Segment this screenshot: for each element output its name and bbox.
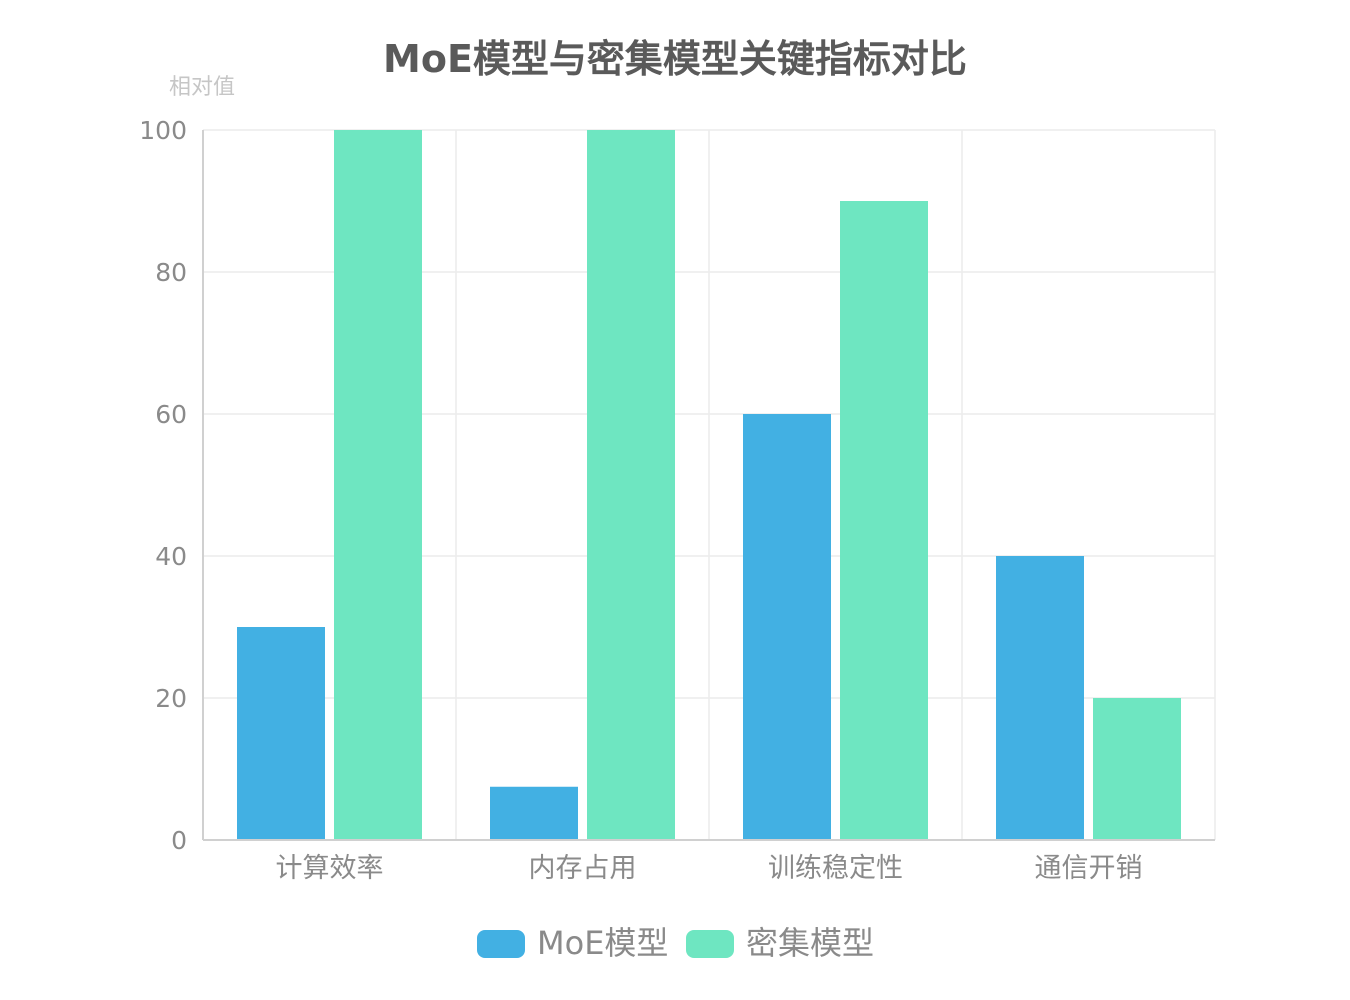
bar-dense-2: [840, 201, 928, 840]
bar-dense-3: [1093, 698, 1181, 840]
bar-moe-2: [743, 414, 831, 840]
legend-label-moe[interactable]: MoE模型: [537, 924, 668, 962]
x-tick-label: 计算效率: [276, 853, 384, 884]
bar-dense-0: [334, 130, 422, 840]
y-axis-label: 相对值: [169, 75, 235, 100]
bar-moe-1: [490, 786, 578, 840]
y-tick-label: 80: [155, 258, 187, 287]
bar-dense-1: [587, 130, 675, 840]
x-tick-label: 内存占用: [529, 853, 637, 884]
legend: MoE模型 密集模型: [477, 924, 874, 962]
legend-swatch-moe[interactable]: [477, 930, 525, 958]
x-tick-label: 通信开销: [1035, 853, 1143, 884]
x-tick-label: 训练稳定性: [768, 853, 903, 884]
legend-label-dense[interactable]: 密集模型: [746, 924, 874, 962]
y-tick-label: 40: [155, 542, 187, 571]
bar-moe-3: [996, 556, 1084, 840]
chart-title: MoE模型与密集模型关键指标对比: [383, 37, 967, 81]
bars: [237, 130, 1181, 840]
bar-moe-0: [237, 627, 325, 840]
legend-swatch-dense[interactable]: [686, 930, 734, 958]
y-tick-label: 100: [139, 116, 187, 145]
y-tick-label: 20: [155, 684, 187, 713]
y-tick-label: 0: [171, 826, 187, 855]
axes: 0 20 40 60 80 100 计算效率 内存占用 训练稳定性 通信开销: [139, 116, 1215, 884]
y-tick-label: 60: [155, 400, 187, 429]
